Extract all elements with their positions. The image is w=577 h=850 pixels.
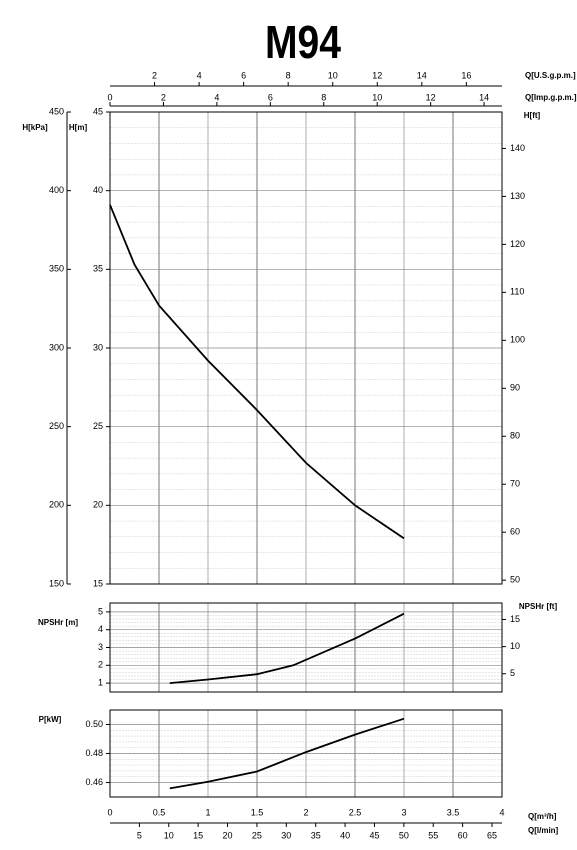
x-tick-label: 3.5 — [447, 807, 460, 817]
y-tick-label: 40 — [93, 185, 103, 195]
top-axis-label: Q[Imp.g.p.m.] — [525, 93, 577, 102]
bottom-tick-label: 35 — [311, 830, 321, 840]
x-tick-label: 2 — [303, 807, 308, 817]
y2-tick-label: 110 — [510, 287, 524, 297]
top-tick-label: 16 — [461, 70, 471, 80]
top-tick-label: 10 — [328, 70, 338, 80]
plot-frame — [109, 709, 503, 798]
bottom-tick-label: 20 — [223, 830, 233, 840]
y-tick-label: 45 — [93, 106, 103, 116]
bottom-tick-label: 10 — [164, 830, 174, 840]
curve — [169, 717, 405, 790]
top-tick-label: 4 — [197, 70, 202, 80]
y-axis-label: H[m] — [69, 123, 88, 132]
top-tick-label: 4 — [214, 92, 219, 102]
top-tick-label: 12 — [372, 70, 382, 80]
y-tick-label: 20 — [93, 500, 103, 510]
top-tick-label: 0 — [107, 92, 112, 102]
bottom-tick-label: 65 — [487, 830, 497, 840]
y-axis-label: NPSHr [m] — [38, 618, 78, 627]
y2-tick-label: 10 — [510, 641, 520, 651]
y-tick-label: 1 — [98, 677, 103, 687]
y-tick-label: 4 — [98, 624, 103, 634]
y3-tick-label: 400 — [49, 185, 64, 195]
bottom-tick-label: 55 — [428, 830, 438, 840]
bottom-axis-label: Q[l/min] — [528, 826, 559, 835]
bottom-tick-label: 45 — [369, 830, 379, 840]
y-tick-label: 35 — [93, 264, 103, 274]
y-tick-label: 25 — [93, 421, 103, 431]
y3-tick-label: 200 — [49, 500, 64, 510]
y2-tick-label: 70 — [510, 479, 520, 489]
y-tick-label: 5 — [98, 606, 103, 616]
y-tick-label: 3 — [98, 642, 103, 652]
top-axis-label: Q[U.S.g.p.m.] — [525, 71, 576, 80]
y3-tick-label: 350 — [49, 264, 64, 274]
x-tick-label: 3 — [401, 807, 406, 817]
chart-title: M94 — [265, 17, 341, 69]
top-tick-label: 2 — [161, 92, 166, 102]
y-tick-label: 0.48 — [85, 748, 103, 758]
y2-tick-label: 90 — [510, 383, 520, 393]
y3-tick-label: 250 — [49, 421, 64, 431]
top-tick-label: 6 — [241, 70, 246, 80]
y2-axis-label: NPSHr [ft] — [519, 602, 558, 611]
top-tick-label: 8 — [321, 92, 326, 102]
x-tick-label: 2.5 — [349, 807, 362, 817]
top-tick-label: 2 — [152, 70, 157, 80]
y-tick-label: 2 — [98, 660, 103, 670]
top-tick-label: 6 — [268, 92, 273, 102]
curve — [169, 612, 405, 684]
y2-tick-label: 60 — [510, 527, 520, 537]
x-tick-label: 4 — [499, 807, 504, 817]
top-tick-label: 12 — [426, 92, 436, 102]
y3-tick-label: 150 — [49, 578, 64, 588]
y2-tick-label: 140 — [510, 143, 525, 153]
curve — [109, 204, 405, 540]
y3-axis-label: H[kPa] — [22, 123, 48, 132]
x-tick-label: 1 — [205, 807, 210, 817]
y-tick-label: 0.46 — [85, 777, 103, 787]
y-tick-label: 30 — [93, 342, 103, 352]
y2-tick-label: 120 — [510, 239, 525, 249]
top-tick-label: 10 — [372, 92, 382, 102]
y2-tick-label: 15 — [510, 614, 520, 624]
bottom-tick-label: 5 — [137, 830, 142, 840]
x-tick-label: 1.5 — [251, 807, 264, 817]
x-tick-label: 0 — [107, 807, 112, 817]
top-tick-label: 14 — [479, 92, 489, 102]
plot-frame — [109, 602, 503, 693]
y-tick-label: 15 — [93, 578, 103, 588]
y2-tick-label: 80 — [510, 431, 520, 441]
y2-tick-label: 130 — [510, 191, 525, 201]
bottom-tick-label: 50 — [399, 830, 409, 840]
y3-tick-label: 300 — [49, 342, 64, 352]
bottom-tick-label: 60 — [458, 830, 468, 840]
bottom-tick-label: 40 — [340, 830, 350, 840]
y-tick-label: 0.50 — [85, 719, 103, 729]
y2-tick-label: 100 — [510, 335, 525, 345]
bottom-tick-label: 15 — [193, 830, 203, 840]
bottom-tick-label: 25 — [252, 830, 262, 840]
x-axis-label: Q[m³/h] — [528, 812, 557, 821]
y2-axis-label: H[ft] — [524, 111, 541, 120]
plot-frame — [109, 111, 503, 585]
y2-tick-label: 5 — [510, 668, 515, 678]
y3-tick-label: 450 — [49, 106, 64, 116]
top-tick-label: 14 — [417, 70, 427, 80]
y2-tick-label: 50 — [510, 575, 520, 585]
top-tick-label: 8 — [286, 70, 291, 80]
x-tick-label: 0.5 — [153, 807, 166, 817]
bottom-tick-label: 30 — [281, 830, 291, 840]
y-axis-label: P[kW] — [39, 715, 62, 724]
